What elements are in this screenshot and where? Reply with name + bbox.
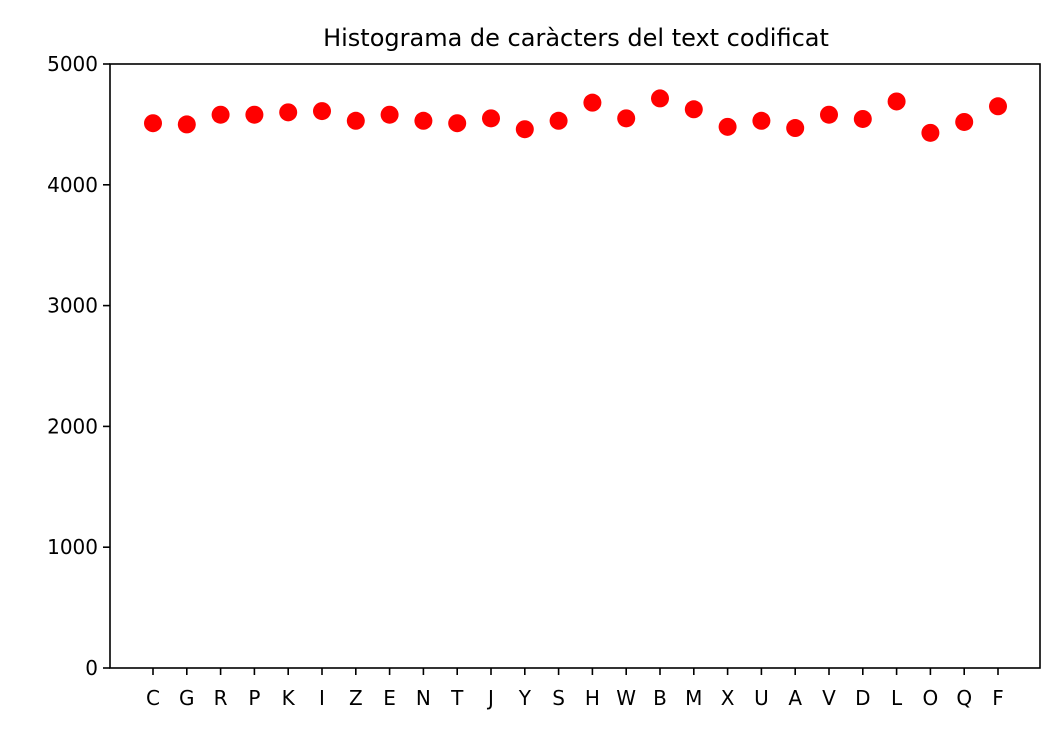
data-point-F [989,97,1007,116]
data-point-W [617,109,636,128]
y-tick-label: 0 [85,656,98,680]
x-tick-label: M [685,686,702,710]
data-point-V [820,105,838,124]
x-tick-label: L [891,686,903,710]
x-tick-label: X [721,686,735,710]
y-tick-label: 1000 [47,535,98,559]
x-tick-label: N [416,686,431,710]
y-axis-ticks: 0 1000 2000 3000 4000 5000 [47,52,110,680]
x-tick-label: Y [518,686,532,710]
y-tick-label: 5000 [47,52,98,76]
data-point-G [177,115,196,134]
x-tick-label: V [822,686,836,710]
data-point-Y [515,120,534,139]
data-points [144,89,1007,142]
x-tick-label: G [179,686,195,710]
data-point-N [414,111,433,130]
data-point-A [786,119,805,138]
data-point-L [887,92,906,111]
data-point-M [684,100,703,119]
data-point-J [482,109,500,128]
data-point-S [549,111,568,130]
data-point-H [583,93,602,112]
x-tick-label: S [552,686,565,710]
x-tick-label: T [450,686,464,710]
data-point-K [279,103,298,122]
chart-title: Histograma de caràcters del text codific… [323,24,829,52]
x-tick-label: K [282,686,296,710]
x-tick-label: A [788,686,802,710]
y-tick-label: 3000 [47,294,98,318]
data-point-U [752,111,771,130]
x-tick-label: F [992,686,1004,710]
x-tick-label: I [319,686,325,710]
data-point-R [211,105,230,124]
x-tick-label: H [585,686,600,710]
data-point-X [718,117,737,136]
data-point-C [144,114,162,133]
x-tick-label: U [754,686,769,710]
data-point-T [448,114,467,133]
data-point-E [380,105,399,124]
data-point-O [921,123,940,142]
x-tick-label: J [486,686,494,710]
x-tick-label: Z [349,686,363,710]
y-tick-label: 2000 [47,414,98,438]
data-point-B [651,89,669,108]
x-tick-label: O [923,686,939,710]
data-point-Q [955,112,974,131]
plot-frame [109,63,1041,669]
x-tick-label: C [146,686,160,710]
x-tick-label: B [653,686,667,710]
y-tick-label: 4000 [47,173,98,197]
x-tick-label: E [383,686,396,710]
x-tick-label: R [214,686,228,710]
x-tick-label: Q [956,686,972,710]
data-point-P [245,105,264,124]
x-tick-label: P [248,686,260,710]
data-point-I [313,102,331,121]
data-point-Z [346,111,365,130]
x-tick-label: W [616,686,636,710]
x-tick-label: D [855,686,870,710]
data-point-D [853,109,872,128]
